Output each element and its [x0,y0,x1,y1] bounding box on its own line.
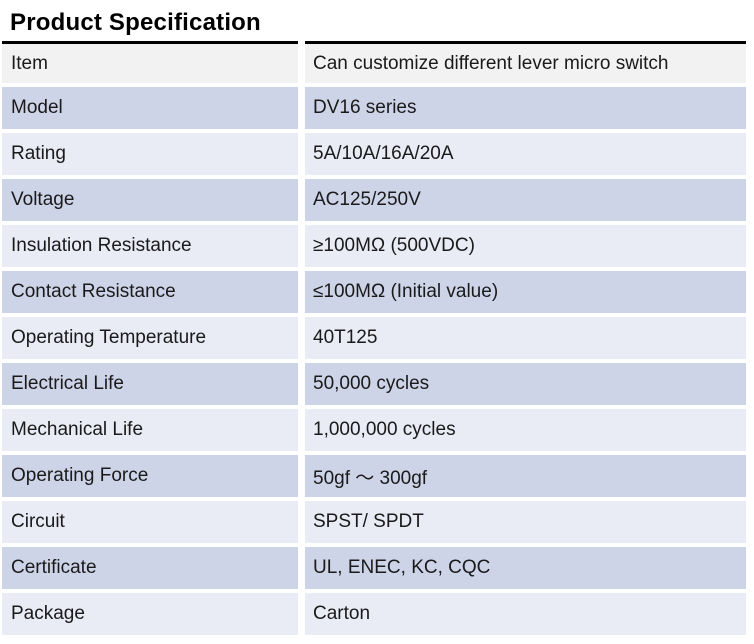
spec-row-value: 1,000,000 cycles [305,409,746,451]
table-row: Voltage AC125/250V [2,179,746,221]
spec-row-value: SPST/ SPDT [305,501,746,543]
spec-row-value: 5A/10A/16A/20A [305,133,746,175]
table-row: Rating 5A/10A/16A/20A [2,133,746,175]
spec-table: Item Can customize different lever micro … [2,41,746,635]
table-row: Insulation Resistance ≥100MΩ (500VDC) [2,225,746,267]
spec-row-value: AC125/250V [305,179,746,221]
spec-row-label: Voltage [2,179,298,221]
table-row: Certificate UL, ENEC, KC, CQC [2,547,746,589]
table-row: Circuit SPST/ SPDT [2,501,746,543]
spec-row-value: ≤100MΩ (Initial value) [305,271,746,313]
table-row: Item Can customize different lever micro … [2,41,746,83]
table-row: Mechanical Life 1,000,000 cycles [2,409,746,451]
spec-row-label: Mechanical Life [2,409,298,451]
spec-row-value: 50,000 cycles [305,363,746,405]
spec-row-value: Carton [305,593,746,635]
spec-row-label: Insulation Resistance [2,225,298,267]
spec-row-label: Item [2,41,298,83]
page-title: Product Specification [10,9,261,36]
spec-row-value: 50gf ～ 300gf [305,455,746,497]
spec-row-label: Operating Temperature [2,317,298,359]
table-row: Operating Temperature 40T125 [2,317,746,359]
spec-row-value: Can customize different lever micro swit… [305,41,746,83]
spec-row-label: Operating Force [2,455,298,497]
spec-row-label: Electrical Life [2,363,298,405]
spec-row-value: 40T125 [305,317,746,359]
table-row: Contact Resistance ≤100MΩ (Initial value) [2,271,746,313]
spec-row-value: ≥100MΩ (500VDC) [305,225,746,267]
spec-row-label: Contact Resistance [2,271,298,313]
spec-row-value: UL, ENEC, KC, CQC [305,547,746,589]
spec-row-label: Rating [2,133,298,175]
table-row: Operating Force 50gf ～ 300gf [2,455,746,497]
table-row: Model DV16 series [2,87,746,129]
spec-row-value: DV16 series [305,87,746,129]
spec-row-label: Certificate [2,547,298,589]
spec-row-label: Package [2,593,298,635]
spec-row-label: Model [2,87,298,129]
table-row: Electrical Life 50,000 cycles [2,363,746,405]
spec-row-label: Circuit [2,501,298,543]
table-row: Package Carton [2,593,746,635]
